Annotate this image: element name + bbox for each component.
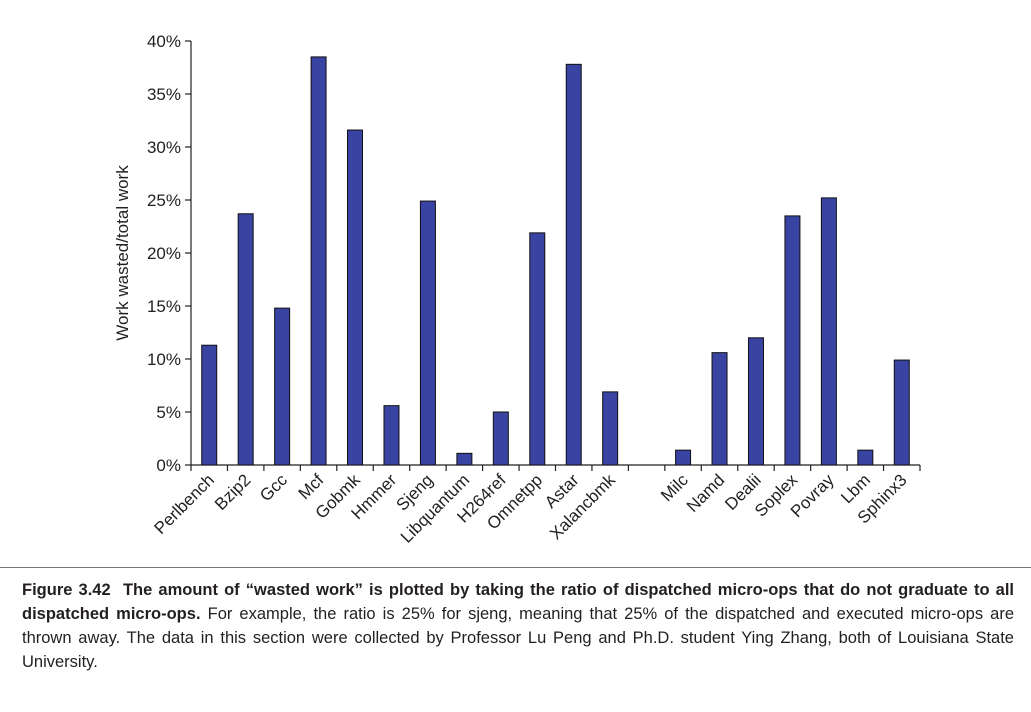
bar-sphinx3 (893, 359, 910, 466)
bar-dealii (747, 337, 764, 466)
bar-chart: Work wasted/total work 0% 5% 10% 15% 20% 25% 3… (113, 32, 921, 547)
y-tick-label: 15% (147, 297, 181, 316)
y-tick-label: 10% (147, 350, 181, 369)
bar-milc (675, 449, 692, 466)
bar-mcf (310, 56, 327, 466)
bar-namd (711, 352, 728, 466)
bar-h264ref (492, 411, 509, 466)
caption-body-text: For example, the ratio is 25% for sjeng,… (22, 605, 1014, 671)
bar-lbm (857, 449, 874, 466)
caption-bold-text: The amount of “wasted work” is plotted b… (22, 581, 1014, 623)
y-tick-label: 30% (147, 138, 181, 157)
y-tick-label: 20% (147, 244, 181, 263)
bar-sjeng (419, 200, 436, 466)
bar-omnetpp (529, 232, 546, 466)
caption-label: Figure 3.42 (22, 581, 111, 599)
bar-gcc (274, 307, 291, 466)
x-tick-label: Bzip2 (211, 470, 255, 514)
bar-soplex (784, 215, 801, 466)
bar-gobmk (347, 129, 364, 466)
x-tick-label: Gcc (256, 470, 291, 505)
y-tick-label: 5% (156, 403, 181, 422)
y-tick-label: 25% (147, 191, 181, 210)
axes (185, 40, 921, 471)
y-tick-label: 0% (156, 456, 181, 475)
bar-bzip2 (237, 213, 254, 466)
y-tick-label: 35% (147, 85, 181, 104)
y-tick-label: 40% (147, 32, 181, 51)
x-tick-label: Perlbench (150, 470, 218, 538)
bar-libquantum (456, 452, 473, 466)
bar-xalancbmk (602, 391, 619, 466)
y-axis-label: Work wasted/total work (113, 165, 132, 341)
bar-hmmer (383, 405, 400, 466)
x-tick-label: Namd (683, 470, 729, 516)
bar-astar (565, 63, 582, 466)
bar-povray (820, 197, 837, 466)
bars (201, 56, 910, 466)
caption-divider (0, 567, 1031, 568)
figure-caption: Figure 3.42 The amount of “wasted work” … (22, 578, 1014, 674)
bar-perlbench (201, 344, 218, 466)
